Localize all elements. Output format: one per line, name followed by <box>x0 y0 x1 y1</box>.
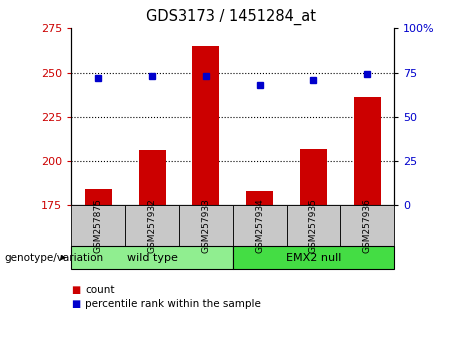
Text: GSM257936: GSM257936 <box>363 198 372 253</box>
Bar <box>139 150 165 205</box>
Text: GSM257935: GSM257935 <box>309 198 318 253</box>
Text: GSM257932: GSM257932 <box>148 198 157 253</box>
Text: GDS3173 / 1451284_at: GDS3173 / 1451284_at <box>146 9 315 25</box>
Bar <box>300 149 327 205</box>
Bar <box>246 191 273 205</box>
Text: genotype/variation: genotype/variation <box>5 252 104 263</box>
Text: GSM257934: GSM257934 <box>255 198 264 253</box>
Text: ■: ■ <box>71 285 81 295</box>
Text: wild type: wild type <box>127 252 177 263</box>
Bar <box>193 46 219 205</box>
Bar <box>85 189 112 205</box>
Text: percentile rank within the sample: percentile rank within the sample <box>85 299 261 309</box>
Text: count: count <box>85 285 115 295</box>
Text: GSM257875: GSM257875 <box>94 198 103 253</box>
Text: EMX2 null: EMX2 null <box>286 252 341 263</box>
Bar <box>354 97 381 205</box>
Text: GSM257933: GSM257933 <box>201 198 210 253</box>
Text: ■: ■ <box>71 299 81 309</box>
